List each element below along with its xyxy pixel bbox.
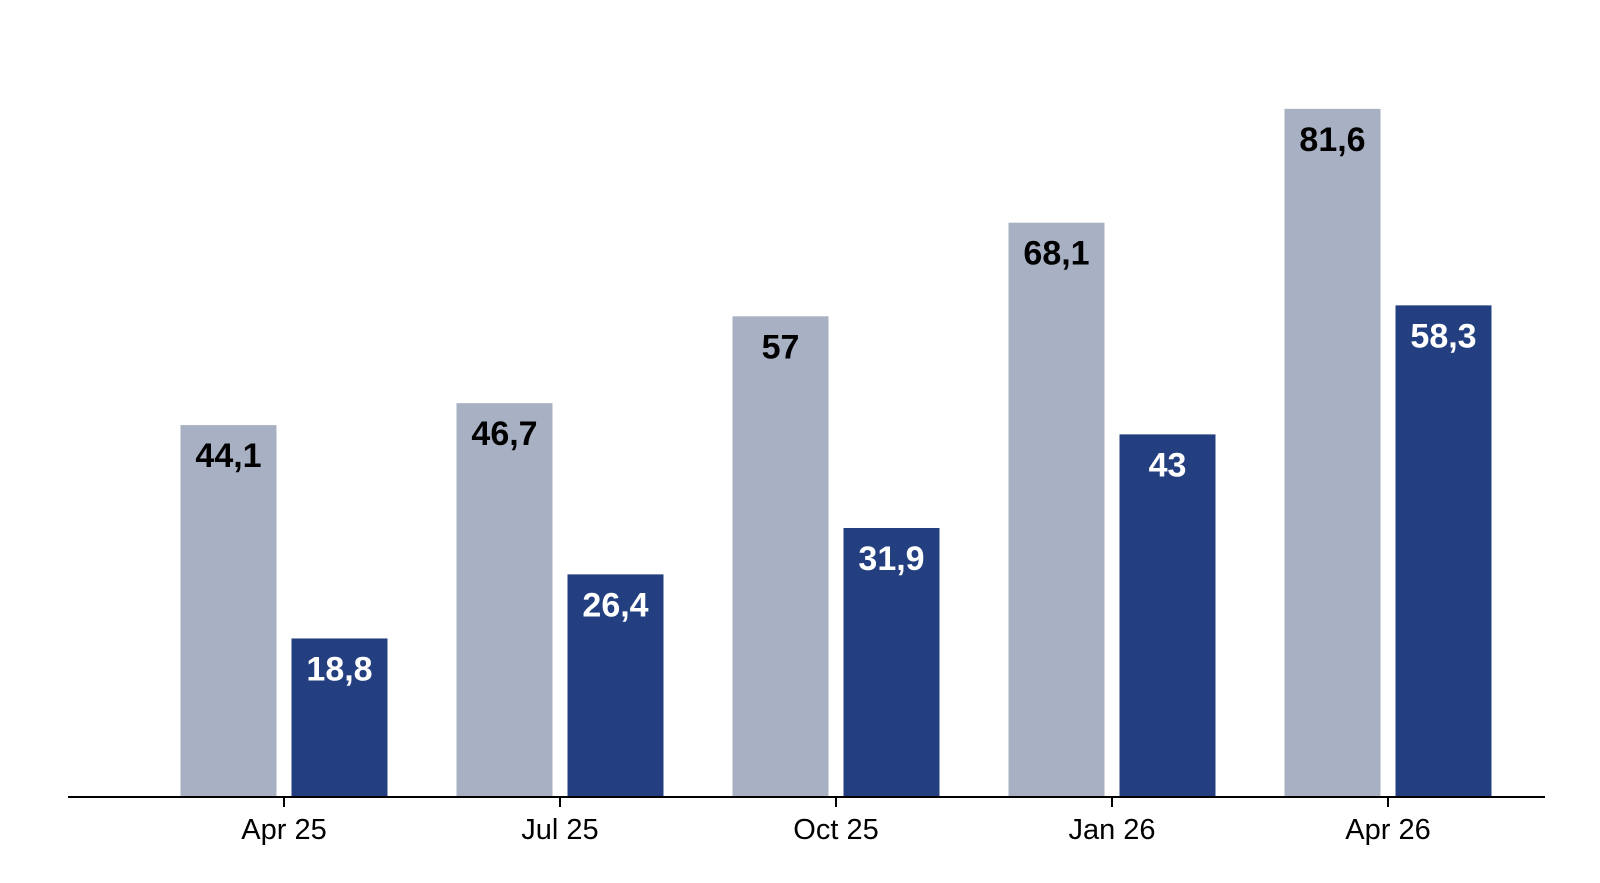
bar-s1-2 bbox=[732, 316, 829, 797]
bar-s2-4 bbox=[1395, 305, 1492, 797]
bar-s1-0 bbox=[180, 425, 277, 797]
x-tick-label-4: Apr 26 bbox=[1345, 814, 1430, 846]
bar-s2-1 bbox=[567, 574, 664, 797]
value-label-s1-1: 46,7 bbox=[471, 415, 537, 453]
bar-s1-4 bbox=[1284, 108, 1381, 798]
value-label-s1-0: 44,1 bbox=[195, 437, 261, 475]
x-ticks-group: Apr 25 Jul 25 Oct 25 Jan 26 Apr 26 bbox=[241, 797, 1431, 846]
value-label-s2-2: 31,9 bbox=[858, 540, 924, 578]
bar-s1-1 bbox=[456, 403, 553, 797]
value-label-s2-4: 58,3 bbox=[1410, 317, 1476, 355]
x-tick-label-2: Oct 25 bbox=[793, 814, 878, 846]
value-labels-group: 44,1 18,8 46,7 26,4 57 31,9 68,1 43 81,6 58,3 bbox=[195, 121, 1476, 689]
bars-group bbox=[180, 108, 1492, 798]
x-tick-label-3: Jan 26 bbox=[1068, 814, 1155, 846]
value-label-s1-3: 68,1 bbox=[1023, 235, 1089, 273]
bar-s2-3 bbox=[1119, 434, 1216, 797]
value-label-s2-1: 26,4 bbox=[582, 586, 648, 624]
x-tick-label-0: Apr 25 bbox=[241, 814, 326, 846]
bar-s2-0 bbox=[291, 638, 388, 797]
value-label-s1-4: 81,6 bbox=[1299, 121, 1365, 159]
bar-s1-3 bbox=[1008, 222, 1105, 797]
bar-s2-2 bbox=[843, 527, 940, 797]
value-label-s1-2: 57 bbox=[762, 328, 800, 366]
value-label-s2-0: 18,8 bbox=[306, 650, 372, 688]
value-label-s2-3: 43 bbox=[1149, 446, 1187, 484]
x-tick-label-1: Jul 25 bbox=[521, 814, 598, 846]
